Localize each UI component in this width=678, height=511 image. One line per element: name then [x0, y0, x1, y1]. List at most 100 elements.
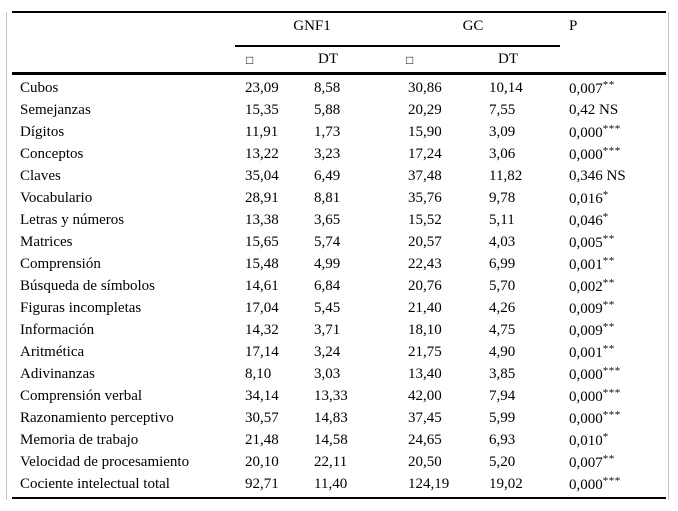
- gc-dt-cell: 4,75: [489, 321, 516, 338]
- p-value-cell: 0,001**: [569, 341, 666, 363]
- p-value-cell: 0,002**: [569, 275, 666, 297]
- p-value-cell: 0,000***: [569, 121, 666, 143]
- gc-mean-cell: 20,57: [408, 233, 442, 250]
- gc-dt-cell: 5,70: [489, 277, 516, 294]
- gc-mean-cell: 21,40: [408, 299, 442, 316]
- table-row: Conceptos 13,22 3,23 17,24 3,06 0,000***: [12, 143, 666, 165]
- table-row: Claves 35,04 6,49 37,48 11,82 0,346 NS: [12, 165, 666, 187]
- row-label-cell: Aritmética: [20, 343, 85, 360]
- gnf1-dt-cell: 5,74: [314, 233, 341, 250]
- gc-mean-cell: 42,00: [408, 387, 442, 404]
- table-row: Letras y números 13,38 3,65 15,52 5,11 0,046*: [12, 209, 666, 231]
- gnf1-dt-cell: 14,58: [314, 431, 348, 448]
- gc-dt-cell: 4,03: [489, 233, 516, 250]
- gnf1-mean-cell: 17,04: [245, 299, 279, 316]
- p-value-cell: 0,000***: [569, 363, 666, 385]
- p-value-cell: 0,000***: [569, 143, 666, 165]
- gnf1-mean-cell: 8,10: [245, 365, 272, 382]
- gnf1-dt-cell: 14,83: [314, 409, 348, 426]
- gnf1-dt-cell: 3,71: [314, 321, 341, 338]
- gnf1-mean-cell: 17,14: [245, 343, 279, 360]
- gc-dt-cell: 10,14: [489, 79, 523, 96]
- right-frame-line: [668, 12, 669, 500]
- p-value-cell: 0,010*: [569, 429, 666, 451]
- significance-stars: ***: [602, 474, 621, 487]
- gnf1-dt-cell: 3,24: [314, 343, 341, 360]
- p-value: 0,001: [569, 256, 603, 273]
- table-row: Razonamiento perceptivo 30,57 14,83 37,45 5,…: [12, 407, 666, 429]
- subheader-gnf1-mean-glyph: □: [246, 53, 254, 67]
- p-value: 0,002: [569, 278, 603, 295]
- gnf1-mean-cell: 28,91: [245, 189, 279, 206]
- gnf1-mean-cell: 15,35: [245, 101, 279, 118]
- p-value: 0,007: [569, 454, 603, 471]
- p-value-cell: 0,007**: [569, 77, 666, 99]
- p-value-cell: 0,000***: [569, 473, 666, 495]
- p-value: 0,001: [569, 344, 603, 361]
- p-value-cell: 0,001**: [569, 253, 666, 275]
- subheader-gnf1-dt: DT: [318, 51, 338, 67]
- gc-mean-cell: 13,40: [408, 365, 442, 382]
- gc-dt-cell: 4,26: [489, 299, 516, 316]
- row-label-cell: Comprensión verbal: [20, 387, 143, 404]
- gnf1-mean-cell: 13,38: [245, 211, 279, 228]
- group-header-gc: GC: [462, 18, 484, 34]
- table-row: Búsqueda de símbolos 14,61 6,84 20,76 5,70 0,…: [12, 275, 666, 297]
- gnf1-dt-cell: 22,11: [314, 453, 348, 470]
- column-header-p: P: [569, 18, 578, 34]
- gnf1-mean-cell: 13,22: [245, 145, 279, 162]
- table-row: Vocabulario 28,91 8,81 35,76 9,78 0,016*: [12, 187, 666, 209]
- results-table-body: Cubos 23,09 8,58 30,86 10,14 0,007** Semejanza…: [12, 77, 666, 495]
- p-value-cell: 0,046*: [569, 209, 666, 231]
- significance-stars: ***: [602, 386, 621, 399]
- gnf1-mean-cell: 34,14: [245, 387, 279, 404]
- p-value-cell: 0,007**: [569, 451, 666, 473]
- gc-dt-cell: 4,90: [489, 343, 516, 360]
- gc-mean-cell: 124,19: [408, 475, 450, 492]
- gc-dt-cell: 6,93: [489, 431, 516, 448]
- significance-stars: **: [602, 78, 615, 91]
- row-label-cell: Comprensión: [20, 255, 101, 272]
- ns-marker: NS: [595, 101, 619, 118]
- gc-dt-cell: 9,78: [489, 189, 516, 206]
- gnf1-dt-cell: 8,81: [314, 189, 341, 206]
- gnf1-dt-cell: 4,99: [314, 255, 341, 272]
- gnf1-mean-cell: 15,48: [245, 255, 279, 272]
- p-value: 0,000: [569, 124, 603, 141]
- p-value: 0,007: [569, 80, 603, 97]
- row-label-cell: Conceptos: [20, 145, 84, 162]
- gnf1-dt-cell: 5,45: [314, 299, 341, 316]
- gnf1-mean-cell: 11,91: [245, 123, 279, 140]
- gnf1-dt-cell: 3,65: [314, 211, 341, 228]
- gc-mean-cell: 21,75: [408, 343, 442, 360]
- row-label-cell: Claves: [20, 167, 61, 184]
- row-label-cell: Razonamiento perceptivo: [20, 409, 174, 426]
- row-label-cell: Figuras incompletas: [20, 299, 142, 316]
- significance-stars: **: [602, 232, 615, 245]
- gnf1-dt-cell: 6,49: [314, 167, 341, 184]
- p-value-cell: 0,009**: [569, 297, 666, 319]
- gc-mean-cell: 35,76: [408, 189, 442, 206]
- gc-mean-cell: 22,43: [408, 255, 442, 272]
- p-value: 0,000: [569, 146, 603, 163]
- gnf1-dt-cell: 8,58: [314, 79, 341, 96]
- gc-dt-cell: 11,82: [489, 167, 523, 184]
- row-label-cell: Vocabulario: [20, 189, 93, 206]
- gnf1-mean-cell: 92,71: [245, 475, 279, 492]
- table-row: Aritmética 17,14 3,24 21,75 4,90 0,001**: [12, 341, 666, 363]
- p-value: 0,000: [569, 366, 603, 383]
- gc-mean-cell: 30,86: [408, 79, 442, 96]
- table-row: Matrices 15,65 5,74 20,57 4,03 0,005**: [12, 231, 666, 253]
- p-value: 0,046: [569, 212, 603, 229]
- p-value-cell: 0,005**: [569, 231, 666, 253]
- gc-mean-cell: 20,76: [408, 277, 442, 294]
- gnf1-dt-cell: 5,88: [314, 101, 341, 118]
- p-value-cell: 0,346 NS: [569, 165, 666, 187]
- table-row: Figuras incompletas 17,04 5,45 21,40 4,26 0,0…: [12, 297, 666, 319]
- row-label-cell: Letras y números: [20, 211, 125, 228]
- row-label-cell: Semejanzas: [20, 101, 91, 118]
- row-label-cell: Matrices: [20, 233, 73, 250]
- gnf1-mean-cell: 15,65: [245, 233, 279, 250]
- p-value: 0,346: [569, 167, 603, 184]
- results-table: Cubos 23,09 8,58 30,86 10,14 0,007** Semejanza…: [12, 77, 666, 495]
